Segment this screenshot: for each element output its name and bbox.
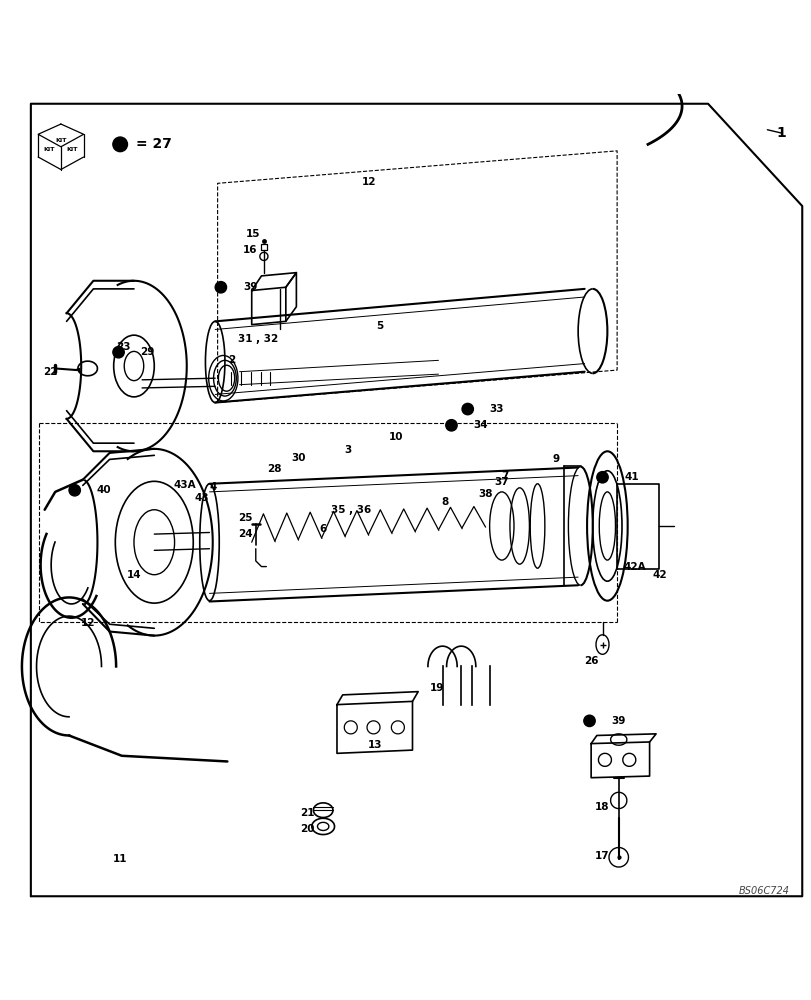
Text: 40: 40 — [97, 485, 111, 495]
Text: 1: 1 — [775, 126, 785, 140]
Text: 13: 13 — [367, 740, 382, 750]
Circle shape — [596, 472, 607, 483]
Text: 18: 18 — [594, 802, 609, 812]
Text: 8: 8 — [441, 497, 448, 507]
Text: 37: 37 — [494, 477, 508, 487]
Text: 7: 7 — [500, 471, 508, 481]
Text: 6: 6 — [320, 524, 326, 534]
Text: 42: 42 — [651, 570, 666, 580]
Text: 26: 26 — [583, 656, 598, 666]
Circle shape — [445, 420, 457, 431]
Text: 42A: 42A — [623, 562, 646, 572]
Text: KIT: KIT — [44, 147, 55, 152]
Circle shape — [69, 485, 80, 496]
Text: 43A: 43A — [174, 480, 196, 490]
Text: 24: 24 — [238, 529, 252, 539]
Text: 12: 12 — [362, 177, 376, 187]
Text: 39: 39 — [611, 716, 625, 726]
Text: 39: 39 — [242, 282, 257, 292]
Text: 22: 22 — [43, 367, 58, 377]
Text: 29: 29 — [140, 347, 155, 357]
Text: 15: 15 — [246, 229, 260, 239]
Circle shape — [461, 403, 473, 415]
Text: KIT: KIT — [55, 138, 67, 143]
Text: 9: 9 — [552, 454, 559, 464]
Text: 35 , 36: 35 , 36 — [330, 505, 371, 515]
Circle shape — [113, 137, 127, 152]
Text: 11: 11 — [113, 854, 127, 864]
Circle shape — [113, 347, 124, 358]
Text: 28: 28 — [267, 464, 281, 474]
Text: 4: 4 — [208, 482, 217, 492]
Text: 2: 2 — [228, 355, 234, 365]
Text: 5: 5 — [376, 321, 383, 331]
Text: 30: 30 — [291, 453, 306, 463]
Text: 10: 10 — [388, 432, 403, 442]
Text: KIT: KIT — [67, 147, 78, 152]
Text: 31 , 32: 31 , 32 — [238, 334, 278, 344]
Text: 43: 43 — [194, 493, 208, 503]
Circle shape — [583, 715, 594, 727]
Text: 3: 3 — [344, 445, 350, 455]
Text: 20: 20 — [299, 824, 314, 834]
Text: 14: 14 — [127, 570, 141, 580]
Text: 16: 16 — [242, 245, 257, 255]
Circle shape — [215, 282, 226, 293]
Text: 25: 25 — [238, 513, 252, 523]
Text: 38: 38 — [478, 489, 492, 499]
Text: 41: 41 — [624, 472, 638, 482]
Text: 23: 23 — [116, 342, 131, 352]
Text: BS06C724: BS06C724 — [737, 886, 788, 896]
Text: 33: 33 — [489, 404, 504, 414]
Text: 17: 17 — [594, 851, 609, 861]
Text: 12: 12 — [80, 618, 95, 628]
Text: = 27: = 27 — [136, 137, 172, 151]
Text: 34: 34 — [473, 420, 487, 430]
Text: 21: 21 — [299, 808, 314, 818]
Text: 19: 19 — [429, 683, 444, 693]
